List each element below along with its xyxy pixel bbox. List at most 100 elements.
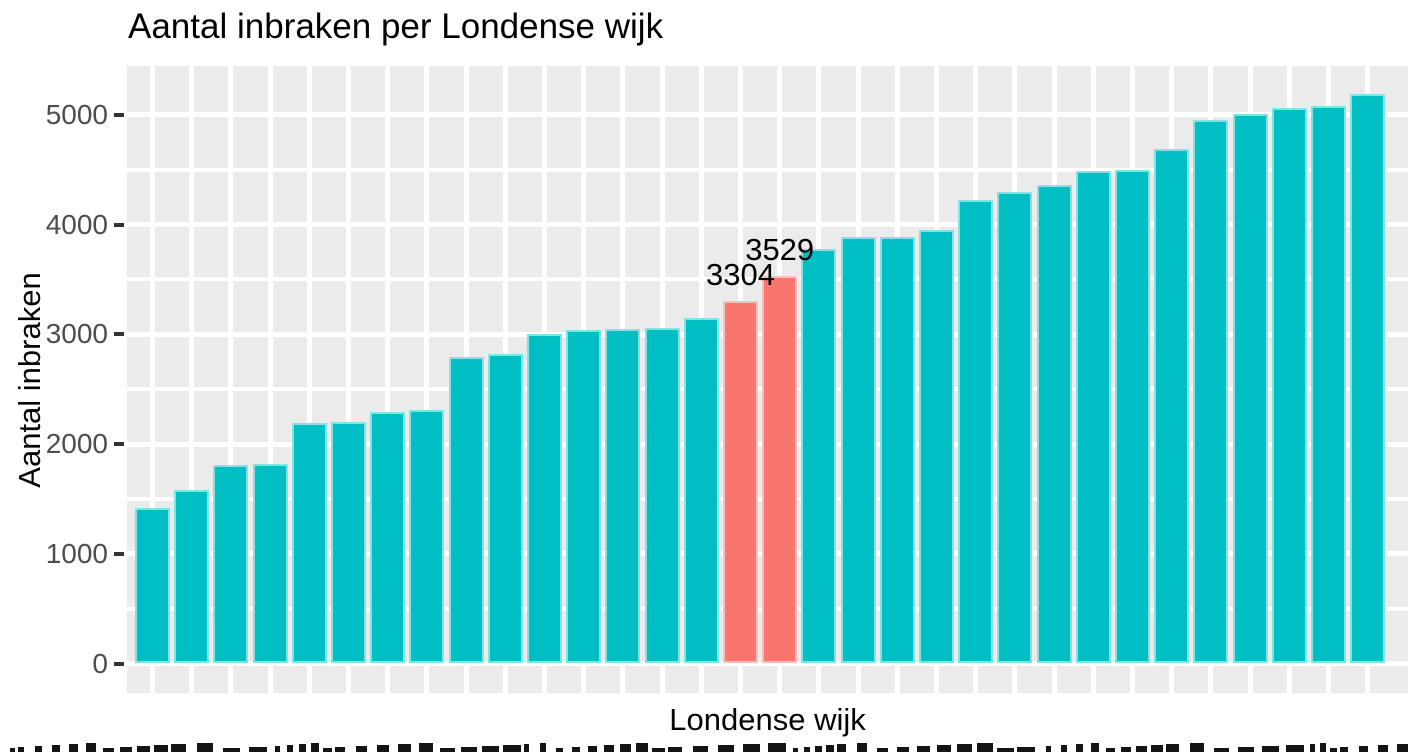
v-gridline (346, 66, 351, 693)
x-tick-label-fragment (1046, 746, 1051, 752)
bar-value-label: 3529 (745, 232, 815, 268)
x-tick-label-fragment (743, 744, 760, 752)
h-gridline (127, 112, 1408, 118)
x-tick-label-fragment (1136, 746, 1147, 752)
x-tick-label-fragment (1397, 744, 1408, 752)
x-tick-label-fragment (482, 746, 499, 752)
bar (291, 423, 327, 664)
y-tick-label: 1000 (45, 537, 108, 569)
x-tick-label-fragment (154, 745, 168, 752)
bar (566, 329, 602, 664)
x-tick-label-fragment (804, 747, 810, 752)
x-tick-label-fragment (69, 744, 78, 752)
y-tick-mark (114, 112, 124, 117)
x-tick-label-fragment (652, 748, 665, 752)
chart-title: Aantal inbraken per Londense wijk (128, 7, 664, 46)
bar (527, 334, 562, 664)
x-tick-label-fragment (826, 745, 834, 752)
bar (135, 507, 170, 664)
bar (174, 490, 210, 664)
x-tick-label-fragment (1166, 744, 1179, 752)
bar (683, 317, 719, 664)
x-tick-label-fragment (604, 745, 614, 752)
bar (331, 422, 366, 664)
x-tick-label-fragment (1238, 747, 1254, 752)
v-gridline (267, 66, 273, 693)
x-tick-label-fragment (35, 746, 42, 752)
x-tick-label-fragment (311, 743, 319, 752)
bar (448, 357, 484, 664)
v-gridline (150, 66, 155, 693)
bar-value-label: 3304 (706, 256, 775, 292)
plot-panel: 3304 3529 (127, 66, 1408, 693)
x-tick-label-fragment (1121, 747, 1131, 752)
x-tick-label-fragment (572, 747, 580, 752)
bar (605, 328, 641, 664)
bar (1154, 148, 1190, 664)
bar (1232, 113, 1268, 664)
x-tick-label-fragment (461, 747, 477, 752)
v-gridline (189, 66, 195, 693)
x-tick-label-fragment (103, 748, 114, 752)
x-tick-label-fragment (18, 747, 24, 752)
x-tick-label-fragment (793, 748, 798, 752)
x-tick-label-fragment (1378, 745, 1388, 752)
x-tick-label-fragment (503, 745, 521, 752)
x-tick-label-fragment (1214, 748, 1229, 752)
x-tick-label-fragment (524, 744, 529, 752)
bar-highlighted (723, 300, 758, 664)
y-tick-mark (114, 661, 124, 666)
h-gridline (127, 167, 1408, 172)
x-tick-label-fragment (620, 744, 631, 752)
x-tick-label-fragment (137, 746, 150, 752)
x-tick-label-fragment (556, 748, 563, 752)
bar (213, 464, 249, 664)
h-gridline (127, 661, 1408, 666)
x-tick-label-fragment (668, 747, 682, 752)
bar (252, 463, 288, 664)
x-tick-label-fragment (377, 745, 389, 752)
x-tick-label-fragment (718, 745, 734, 752)
x-tick-label-fragment (977, 743, 993, 752)
bar (919, 230, 954, 664)
x-tick-label-fragment (197, 743, 213, 752)
x-tick-label-fragment (815, 746, 822, 752)
x-tick-label-fragment (1061, 745, 1067, 752)
bar (409, 410, 445, 664)
x-tick-label-fragment (1262, 746, 1279, 752)
y-tick-mark (114, 442, 124, 447)
x-tick-label-fragment (275, 746, 280, 752)
x-tick-label-fragment (1310, 744, 1315, 752)
x-tick-label-fragment (323, 748, 332, 752)
x-tick-label-fragment (540, 743, 546, 752)
bar (958, 200, 994, 664)
y-tick-mark (114, 222, 124, 227)
x-tick-label-fragment (398, 744, 411, 752)
x-tick-label-fragment (419, 743, 433, 752)
bar (1311, 106, 1346, 664)
bar (1193, 120, 1229, 664)
x-tick-label-fragment (768, 743, 786, 752)
y-tick-mark (114, 551, 124, 556)
y-tick-label: 4000 (45, 208, 108, 240)
x-tick-label-fragment (299, 744, 306, 752)
y-tick-label: 2000 (45, 428, 108, 460)
x-tick-label-fragment (693, 746, 708, 752)
bar (644, 327, 680, 664)
x-tick-label-fragment (440, 748, 455, 752)
x-tick-label-fragment (1286, 745, 1304, 752)
bar (1271, 108, 1307, 664)
y-tick-label: 3000 (45, 318, 108, 350)
x-tick-label-fragment (1106, 748, 1115, 752)
x-tick-label-fragment (223, 748, 240, 752)
bar (879, 236, 915, 664)
v-gridline (424, 66, 430, 693)
h-gridline (127, 222, 1408, 228)
x-tick-label-fragment (1017, 747, 1035, 752)
y-tick-mark (114, 332, 124, 337)
x-tick-label-fragment (120, 747, 132, 752)
x-tick-label-fragment (917, 746, 930, 752)
x-tick-label-fragment (249, 747, 267, 752)
x-tick-label-fragment (957, 744, 972, 752)
